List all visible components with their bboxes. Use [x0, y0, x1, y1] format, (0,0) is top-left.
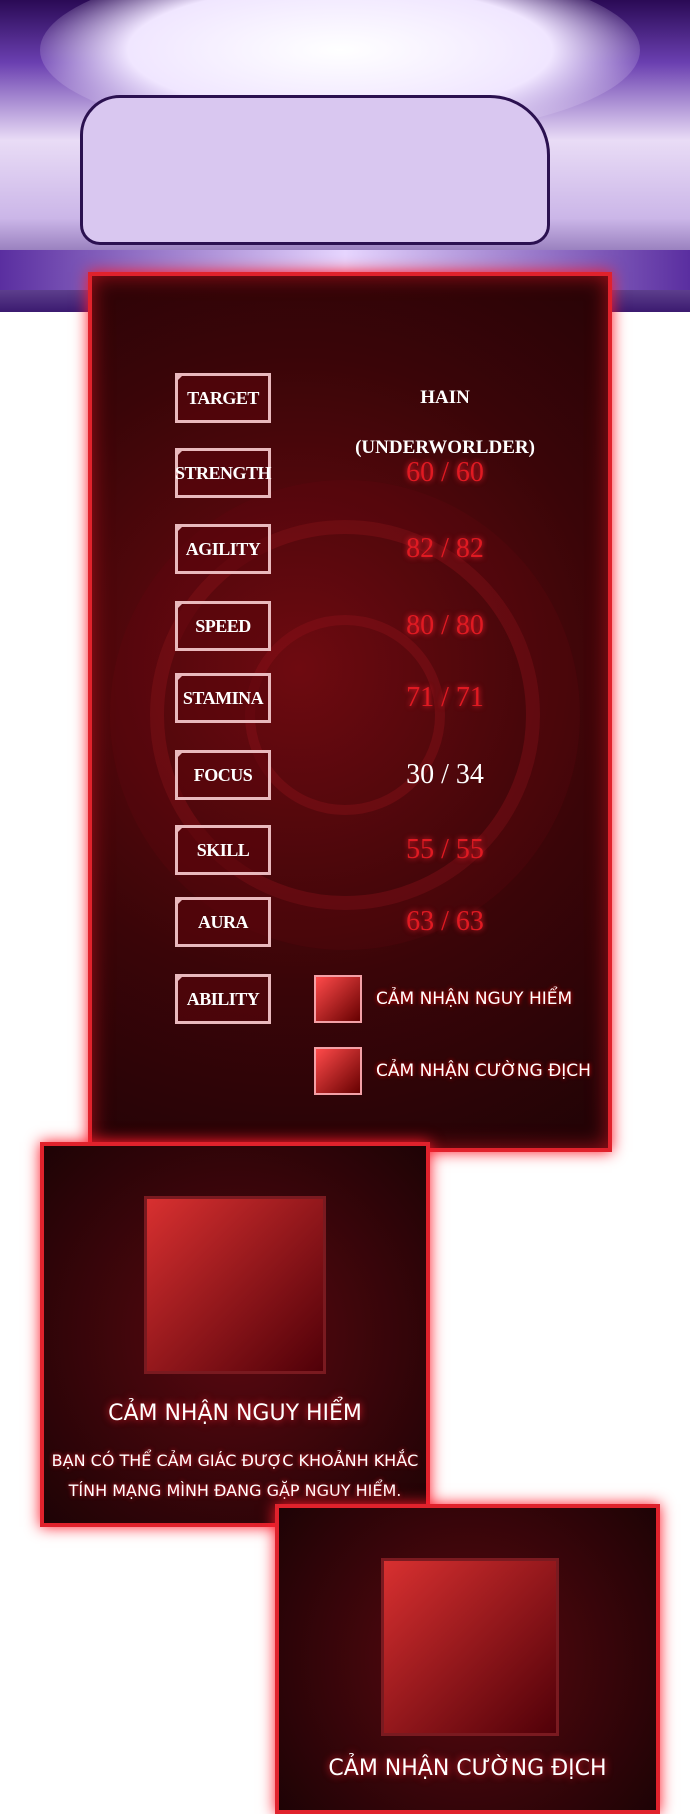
value-skill: 55 / 55: [406, 834, 484, 865]
label-stamina: STAMINA: [175, 673, 271, 723]
label-aura: AURA: [175, 897, 271, 947]
ability-enemy-sense: CẢM NHẬN CƯỜNG ĐỊCH: [376, 1061, 591, 1081]
ability-card-danger-sense: CẢM NHẬN NGUY HIỂM BẠN CÓ THỂ CẢM GIÁC Đ…: [40, 1142, 430, 1527]
top-artwork-hands: [0, 0, 690, 312]
value-target: HAIN (UNDERWORLDER): [355, 387, 535, 458]
value-focus: 30 / 34: [406, 759, 484, 790]
card-desc-line2: TÍNH MẠNG MÌNH ĐANG GẶP NGUY HIỂM.: [68, 1481, 402, 1500]
value-strength: 60 / 60: [406, 457, 484, 488]
clasped-hands: [80, 95, 550, 245]
card-title: CẢM NHẬN CƯỜNG ĐỊCH: [328, 1756, 607, 1781]
label-ability: ABILITY: [175, 974, 271, 1024]
ability-card-enemy-sense: CẢM NHẬN CƯỜNG ĐỊCH: [275, 1504, 660, 1814]
label-skill: SKILL: [175, 825, 271, 875]
label-focus: FOCUS: [175, 750, 271, 800]
value-aura: 63 / 63: [406, 906, 484, 937]
claw-strike-illustration: [381, 1558, 559, 1736]
enemy-sense-icon: [314, 1047, 362, 1095]
label-agility: AGILITY: [175, 524, 271, 574]
label-strength: STRENGTH: [175, 448, 272, 498]
ability-danger-sense: CẢM NHẬN NGUY HIỂM: [376, 989, 573, 1009]
card-title: CẢM NHẬN NGUY HIỂM: [108, 1401, 362, 1426]
value-stamina: 71 / 71: [406, 682, 484, 713]
card-desc-line1: BẠN CÓ THỂ CẢM GIÁC ĐƯỢC KHOẢNH KHẮC: [51, 1451, 419, 1470]
danger-sense-icon: [314, 975, 362, 1023]
value-agility: 82 / 82: [406, 533, 484, 564]
hooded-figure-illustration: [144, 1196, 326, 1374]
label-target: TARGET: [175, 373, 271, 423]
label-speed: SPEED: [175, 601, 271, 651]
value-speed: 80 / 80: [406, 610, 484, 641]
